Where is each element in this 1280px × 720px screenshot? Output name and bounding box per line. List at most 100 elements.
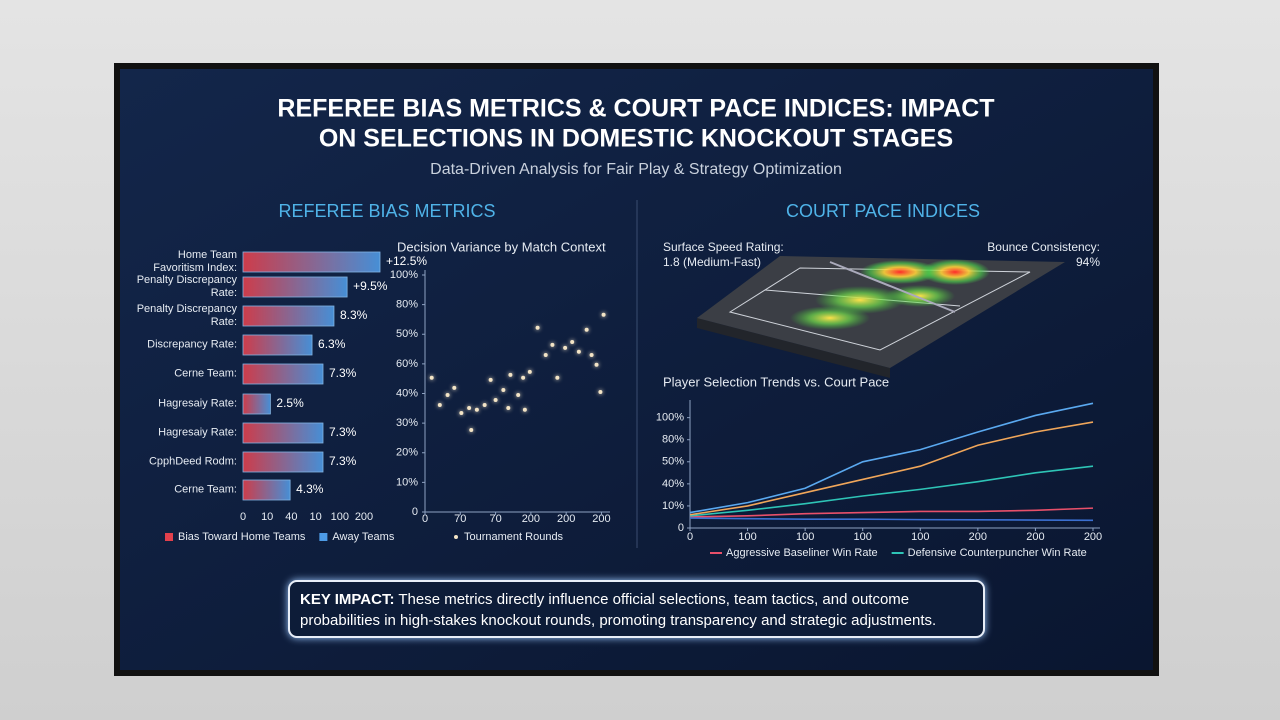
x-tick-label: 200: [969, 531, 987, 543]
value-label: 6.3%: [318, 337, 346, 351]
y-tick-label: 0: [412, 506, 418, 518]
series-line: [689, 465, 1094, 517]
legend-label: Tournament Rounds: [464, 531, 564, 543]
value-label: 7.3%: [329, 454, 357, 468]
category-label: Hagresaiy Rate:: [158, 397, 237, 410]
y-tick-label: 40%: [662, 478, 684, 490]
bar: [242, 479, 291, 501]
scatter-point: [584, 327, 589, 332]
y-tick-label: 50%: [396, 328, 418, 340]
scatter-point: [550, 342, 555, 347]
scatter-point: [501, 387, 506, 392]
chart-title: Decision Variance by Match Context: [397, 239, 606, 254]
court: [697, 256, 1065, 378]
y-tick-label: 100%: [656, 412, 684, 424]
series-line: [689, 402, 1094, 514]
y-tick-label: 10%: [662, 500, 684, 512]
y-tick-label: 60%: [396, 358, 418, 370]
scatter-point: [482, 403, 487, 408]
chart-title: Player Selection Trends vs. Court Pace: [663, 374, 889, 389]
x-tick-label: 100: [738, 531, 756, 543]
bar: [242, 251, 381, 273]
legend-label: Away Teams: [332, 531, 394, 543]
legend-label: Bias Toward Home Teams: [178, 531, 306, 543]
y-tick-label: 20%: [396, 447, 418, 459]
y-tick-label: 0: [678, 522, 684, 534]
x-tick-label: 100: [911, 531, 929, 543]
category-label: Hagresaiy Rate:: [158, 426, 237, 439]
court-label: Bounce Consistency:: [987, 240, 1100, 254]
scatter-point: [535, 325, 540, 330]
heat-zone: [790, 306, 870, 330]
scatter-point: [601, 312, 606, 317]
court-value: 94%: [1076, 255, 1100, 269]
key-impact-label: KEY IMPACT:: [300, 591, 394, 608]
x-tick-label: 10: [309, 511, 321, 523]
value-label: 7.3%: [329, 366, 357, 380]
scatter-point: [467, 406, 472, 411]
key-impact-box: [288, 580, 985, 638]
x-tick-label: 100: [331, 511, 349, 523]
x-tick-label: 200: [355, 511, 373, 523]
x-tick-label: 200: [1084, 531, 1102, 543]
scatter-point: [555, 375, 560, 380]
series-line: [689, 517, 1094, 522]
x-tick-label: 100: [854, 531, 872, 543]
scatter-point: [522, 407, 527, 412]
key-impact-text: These metrics directly influence officia…: [398, 591, 909, 608]
scatter-point: [506, 406, 511, 411]
category-label: Cerne Team:: [174, 483, 237, 496]
legend-marker: [454, 535, 458, 539]
value-label: +9.5%: [353, 279, 388, 293]
x-tick-label: 40: [285, 511, 297, 523]
category-label: Home Team Favoritism Index:: [153, 249, 237, 274]
value-label: +12.5%: [386, 254, 427, 268]
x-tick-label: 200: [1026, 531, 1044, 543]
x-tick-label: 0: [422, 513, 428, 525]
category-label: Penalty Discrepancy Rate:: [136, 274, 237, 299]
key-impact-line: KEY IMPACT: These metrics directly influ…: [300, 591, 909, 608]
y-tick-label: 100%: [390, 269, 418, 281]
court-value: 1.8 (Medium-Fast): [663, 255, 761, 269]
scatter-point: [516, 392, 521, 397]
x-tick-label: 0: [240, 511, 246, 523]
legend-swatch: [319, 533, 328, 541]
scatter-point: [598, 390, 603, 395]
court-side: [697, 318, 890, 378]
value-label: 7.3%: [329, 425, 357, 439]
key-impact-text: probabilities in high-stakes knockout ro…: [300, 612, 936, 629]
title-line: ON SELECTIONS IN DOMESTIC KNOCKOUT STAGE…: [319, 125, 953, 153]
heat-zone: [920, 259, 990, 285]
bar: [242, 451, 324, 473]
category-label: CpphDeed Rodm:: [148, 455, 237, 468]
y-tick-label: 80%: [662, 434, 684, 446]
subtitle: Data-Driven Analysis for Fair Play & Str…: [430, 161, 842, 178]
scatter-point: [459, 411, 464, 416]
scatter-point: [576, 349, 581, 354]
x-tick-label: 100: [796, 531, 814, 543]
y-tick-label: 40%: [396, 387, 418, 399]
heat-zone: [860, 260, 940, 284]
legend-label: Defensive Counterpuncher Win Rate: [908, 547, 1087, 559]
x-tick-label: 200: [522, 513, 540, 525]
y-tick-label: 30%: [396, 417, 418, 429]
scatter-point: [570, 339, 575, 344]
scatter-point: [488, 377, 493, 382]
series-line: [689, 421, 1094, 516]
legend-label: Aggressive Baseliner Win Rate: [726, 547, 878, 559]
bar: [242, 334, 313, 356]
legend-swatch: [165, 533, 173, 541]
scatter-point: [429, 375, 434, 380]
y-tick-label: 50%: [662, 456, 684, 468]
scatter-point: [469, 427, 474, 432]
scatter-point: [474, 407, 479, 412]
x-tick-label: 200: [592, 513, 610, 525]
value-label: 2.5%: [276, 396, 304, 410]
bar: [242, 276, 348, 298]
y-tick-label: 80%: [396, 299, 418, 311]
value-label: 8.3%: [340, 308, 368, 322]
title-line: REFEREE BIAS METRICS & COURT PACE INDICE…: [277, 95, 994, 123]
category-label: Penalty Discrepancy Rate:: [136, 303, 237, 328]
